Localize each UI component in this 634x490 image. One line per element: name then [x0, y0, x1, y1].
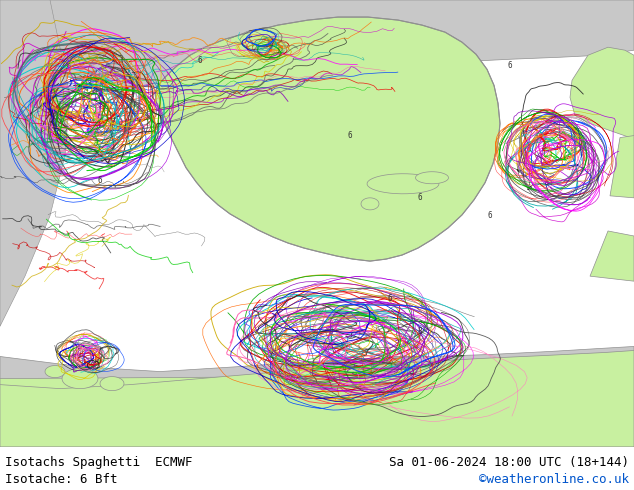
Text: 6: 6	[98, 176, 102, 185]
Polygon shape	[367, 174, 439, 194]
Polygon shape	[0, 374, 634, 447]
Polygon shape	[415, 172, 448, 184]
Polygon shape	[100, 377, 124, 391]
Polygon shape	[570, 47, 634, 141]
Polygon shape	[0, 0, 634, 88]
Polygon shape	[590, 231, 634, 281]
Polygon shape	[610, 136, 634, 198]
Text: Sa 01-06-2024 18:00 UTC (18+144): Sa 01-06-2024 18:00 UTC (18+144)	[389, 456, 629, 468]
Text: 6: 6	[418, 194, 422, 202]
Polygon shape	[361, 198, 379, 210]
Text: 6: 6	[508, 61, 512, 70]
Text: 6: 6	[347, 131, 353, 140]
Polygon shape	[0, 346, 634, 447]
Text: Isotache: 6 Bft: Isotache: 6 Bft	[5, 473, 117, 486]
Text: ©weatheronline.co.uk: ©weatheronline.co.uk	[479, 473, 629, 486]
Polygon shape	[45, 366, 65, 378]
Text: 8: 8	[418, 327, 422, 336]
Polygon shape	[0, 0, 70, 326]
Text: 6: 6	[198, 56, 202, 65]
Polygon shape	[0, 350, 634, 447]
Text: 6: 6	[488, 211, 493, 220]
Polygon shape	[155, 17, 500, 261]
Text: 6: 6	[387, 294, 392, 303]
Polygon shape	[62, 368, 98, 389]
Text: Isotachs Spaghetti  ECMWF: Isotachs Spaghetti ECMWF	[5, 456, 193, 468]
